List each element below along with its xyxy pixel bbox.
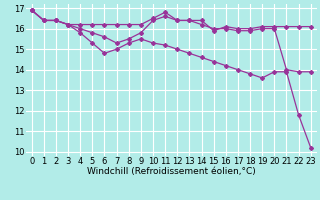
X-axis label: Windchill (Refroidissement éolien,°C): Windchill (Refroidissement éolien,°C) (87, 167, 256, 176)
